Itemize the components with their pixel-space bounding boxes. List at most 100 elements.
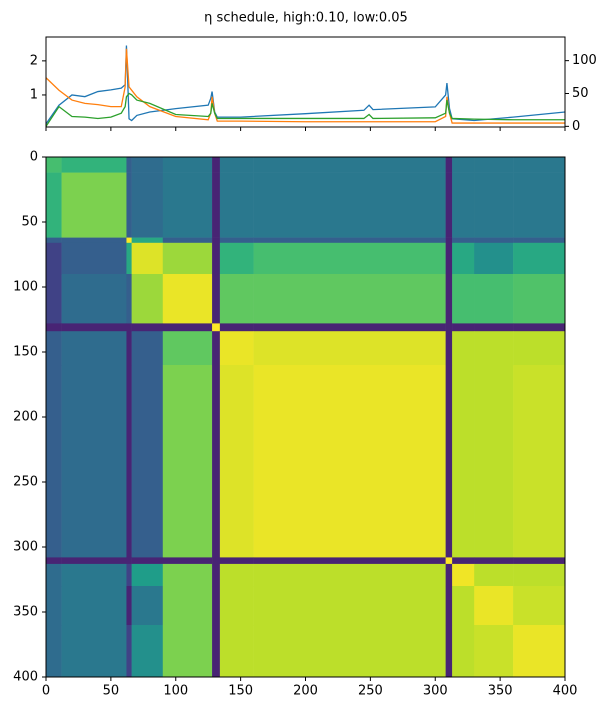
heatmap-cell: [126, 157, 132, 173]
heatmap-cell: [46, 157, 62, 173]
heatmap-cell: [212, 172, 221, 238]
heatmap-cell: [126, 331, 132, 366]
heatmap-cell: [212, 274, 221, 324]
y-tick-label: 150: [13, 345, 38, 360]
heatmap-cell: [162, 557, 213, 565]
x-tick-label: 200: [293, 684, 318, 699]
y2-tick-label: 0: [572, 119, 580, 134]
heatmap-cell: [61, 157, 127, 173]
heatmap-cell: [445, 365, 453, 558]
heatmap-cell: [474, 331, 514, 366]
heatmap-cell: [162, 274, 213, 324]
x-tick-label: 300: [423, 684, 448, 699]
heatmap-cell: [452, 157, 475, 173]
heatmap-cell: [474, 625, 514, 678]
heatmap-cell: [513, 586, 566, 626]
heatmap-cell: [474, 237, 514, 244]
heatmap-cell: [253, 365, 446, 558]
heatmap-cell: [253, 625, 446, 678]
series-line: [45, 92, 565, 127]
x-tick-label: 400: [553, 684, 578, 699]
heatmap-cell: [212, 557, 221, 565]
heatmap-cell: [219, 274, 254, 324]
heatmap-cell: [452, 274, 475, 324]
heatmap-cell: [46, 172, 62, 238]
heatmap-cell: [212, 563, 221, 587]
x-tick-label: 150: [228, 684, 253, 699]
heatmap-cell: [212, 365, 221, 558]
heatmap-cell: [452, 365, 475, 558]
y-tick-label: 2: [30, 53, 38, 68]
heatmap-cell: [61, 365, 127, 558]
heatmap-cell: [131, 237, 164, 244]
heatmap-cell: [212, 157, 221, 173]
heatmap-cell: [253, 586, 446, 626]
heatmap-cell: [452, 625, 475, 678]
x-tick-label: 350: [488, 684, 513, 699]
heatmap-cell: [131, 586, 164, 626]
heatmap-cell: [46, 625, 62, 678]
y-tick-label: 400: [13, 670, 38, 685]
heatmap-cell: [212, 625, 221, 678]
heatmap-cell: [219, 323, 254, 332]
heatmap-cell: [219, 625, 254, 678]
heatmap-cell: [445, 274, 453, 324]
heatmap-cell: [452, 172, 475, 238]
heatmap-cell: [61, 331, 127, 366]
heatmap-cell: [253, 563, 446, 587]
heatmap-cell: [445, 172, 453, 238]
heatmap-cell: [212, 586, 221, 626]
y-tick-label: 300: [13, 540, 38, 555]
heatmap-cell: [452, 242, 475, 275]
heatmap-cell: [61, 242, 127, 275]
x-tick-label: 250: [358, 684, 383, 699]
heatmap-cell: [61, 172, 127, 238]
heatmap-cell: [452, 237, 475, 244]
heatmap-cell: [46, 242, 62, 275]
heatmap-cell: [445, 242, 453, 275]
heatmap-cell: [162, 172, 213, 238]
heatmap-cell: [46, 586, 62, 626]
heatmap-cell: [126, 172, 132, 238]
heatmap-cell: [131, 365, 164, 558]
heatmap-cell: [253, 237, 446, 244]
y-tick-label: 50: [21, 215, 38, 230]
heatmap-cell: [212, 331, 221, 366]
heatmap-cell: [513, 242, 566, 275]
y-tick-label: 0: [30, 150, 38, 165]
heatmap-cell: [445, 563, 453, 587]
heatmap-cell: [46, 563, 62, 587]
heatmap-cell: [219, 586, 254, 626]
heatmap-cell: [126, 237, 132, 244]
y2-tick-label: 100: [572, 53, 597, 68]
heatmap-cell: [513, 157, 566, 173]
heatmap-cell: [219, 557, 254, 565]
heatmap-cell: [253, 172, 446, 238]
heatmap-cell: [513, 365, 566, 558]
heatmap-cell: [452, 323, 475, 332]
heatmap-cell: [126, 625, 132, 678]
heatmap-cell: [219, 172, 254, 238]
heatmap-cell: [452, 557, 475, 565]
heatmap-cell: [253, 157, 446, 173]
heatmap-cell: [61, 274, 127, 324]
heatmap-cell: [162, 237, 213, 244]
heatmap-cell: [445, 323, 453, 332]
heatmap-cell: [131, 563, 164, 587]
heatmap-cell: [219, 331, 254, 366]
heatmap-cell: [474, 323, 514, 332]
plot-frame: [45, 156, 566, 678]
heatmap-cell: [474, 157, 514, 173]
heatmap-cell: [513, 323, 566, 332]
heatmap-cell: [253, 557, 446, 565]
heatmap-cell: [253, 323, 446, 332]
heatmap-cell: [131, 274, 164, 324]
heatmap-cell: [162, 157, 213, 173]
x-tick-label: 100: [163, 684, 188, 699]
heatmap-cell: [452, 331, 475, 366]
heatmap-cell: [131, 557, 164, 565]
heatmap-cell: [452, 586, 475, 626]
heatmap-cell: [46, 331, 62, 366]
heatmap-cell: [219, 157, 254, 173]
heatmap-cell: [445, 331, 453, 366]
